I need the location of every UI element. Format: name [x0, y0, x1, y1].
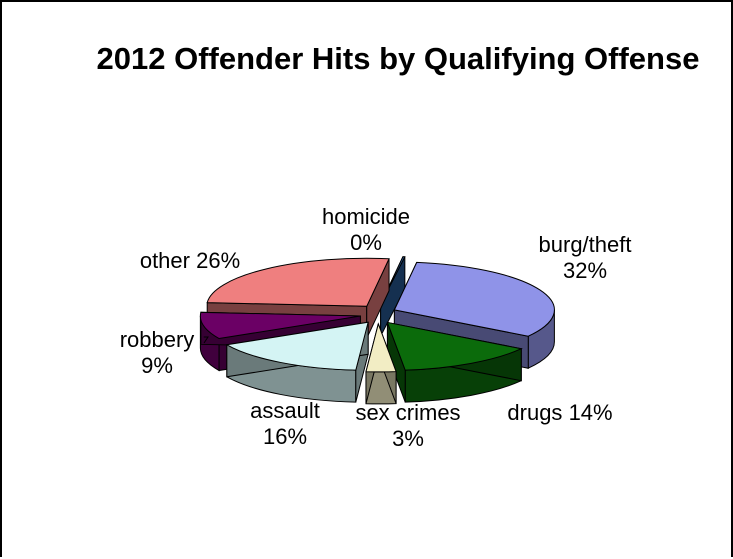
slice-drugs — [386, 321, 523, 403]
label-drugs-name: drugs — [507, 400, 563, 425]
label-burg-theft: burg/theft 32% — [520, 232, 650, 284]
label-other: other 26% — [120, 248, 260, 274]
label-assault-pct: 16% — [262, 424, 308, 449]
chart-title: 2012 Offender Hits by Qualifying Offense — [96, 41, 700, 76]
label-homicide: homicide 0% — [306, 204, 426, 256]
label-homicide-name: homicide — [321, 204, 411, 229]
label-burg-theft-name: burg/theft — [538, 232, 632, 257]
leader-line-robbery — [203, 336, 209, 344]
slice-assault — [225, 321, 369, 403]
label-sex-crimes-name: sex crimes — [355, 400, 461, 425]
label-other-name: other — [139, 248, 190, 273]
label-assault: assault 16% — [230, 398, 340, 450]
label-drugs-pct: 14% — [568, 400, 613, 425]
label-sex-crimes: sex crimes 3% — [338, 400, 478, 452]
slice-sex-crimes — [365, 322, 397, 405]
label-homicide-pct: 0% — [350, 230, 382, 255]
slice-top-drugs — [386, 321, 523, 371]
label-sex-crimes-pct: 3% — [392, 426, 424, 451]
label-other-pct: 26% — [196, 248, 241, 273]
label-drugs: drugs 14% — [490, 400, 630, 426]
slice-top-other — [206, 257, 390, 307]
label-robbery-pct: 9% — [141, 353, 173, 378]
slice-top-burg-theft — [393, 261, 555, 337]
label-assault-name: assault — [250, 398, 320, 423]
slice-top-assault — [225, 321, 369, 371]
label-burg-theft-pct: 32% — [562, 258, 608, 283]
label-robbery-name: robbery — [119, 327, 195, 352]
slice-top-robbery — [199, 311, 361, 340]
slice-top-sex-crimes — [365, 322, 397, 373]
label-robbery: robbery 9% — [102, 327, 212, 379]
